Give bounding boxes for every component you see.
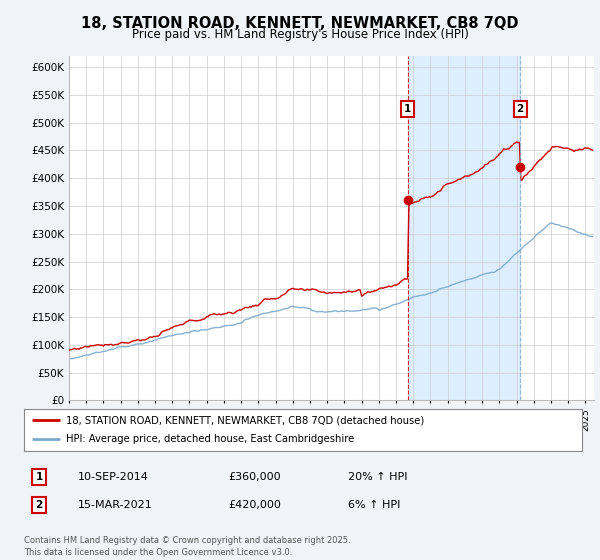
Text: 6% ↑ HPI: 6% ↑ HPI bbox=[348, 500, 400, 510]
Text: 18, STATION ROAD, KENNETT, NEWMARKET, CB8 7QD: 18, STATION ROAD, KENNETT, NEWMARKET, CB… bbox=[81, 16, 519, 31]
Text: 15-MAR-2021: 15-MAR-2021 bbox=[78, 500, 153, 510]
Text: 2: 2 bbox=[517, 104, 524, 114]
Text: 1: 1 bbox=[35, 472, 43, 482]
Text: £360,000: £360,000 bbox=[228, 472, 281, 482]
Text: £420,000: £420,000 bbox=[228, 500, 281, 510]
Text: HPI: Average price, detached house, East Cambridgeshire: HPI: Average price, detached house, East… bbox=[66, 435, 354, 445]
Text: Contains HM Land Registry data © Crown copyright and database right 2025.
This d: Contains HM Land Registry data © Crown c… bbox=[24, 536, 350, 557]
Text: 2: 2 bbox=[35, 500, 43, 510]
Text: 18, STATION ROAD, KENNETT, NEWMARKET, CB8 7QD (detached house): 18, STATION ROAD, KENNETT, NEWMARKET, CB… bbox=[66, 415, 424, 425]
Text: 10-SEP-2014: 10-SEP-2014 bbox=[78, 472, 149, 482]
Text: 1: 1 bbox=[404, 104, 412, 114]
Text: Price paid vs. HM Land Registry's House Price Index (HPI): Price paid vs. HM Land Registry's House … bbox=[131, 28, 469, 41]
Bar bbox=[408, 56, 520, 400]
Text: 20% ↑ HPI: 20% ↑ HPI bbox=[348, 472, 407, 482]
